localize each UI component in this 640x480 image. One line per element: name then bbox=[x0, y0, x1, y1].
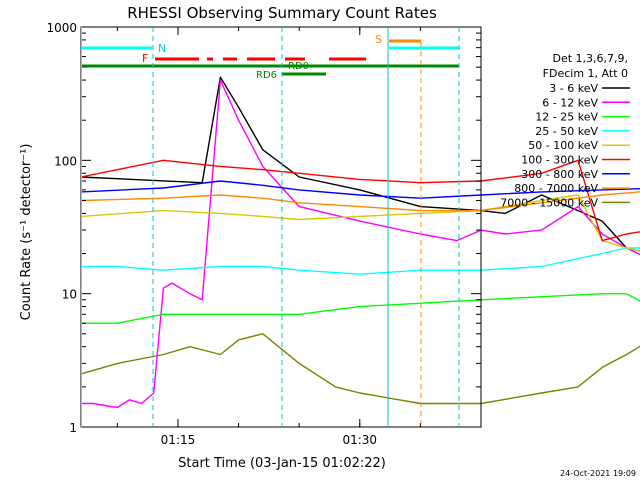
series-line-0 bbox=[80, 76, 640, 252]
x-axis-label: Start Time (03-Jan-15 01:02:22) bbox=[178, 456, 386, 471]
legend-label-1: 6 - 12 keV bbox=[542, 96, 598, 109]
y-axis: 1 10 100 1000 bbox=[46, 21, 481, 435]
y-tick-label-1: 10 bbox=[62, 288, 77, 302]
time-markers bbox=[81, 27, 460, 427]
legend-label-8: 7000 - 15000 keV bbox=[500, 196, 598, 209]
y-tick-label-3: 1000 bbox=[46, 21, 77, 35]
legend-label-6: 300 - 800 keV bbox=[521, 168, 598, 181]
y-axis-label: Count Rate (s⁻¹ detector⁻¹) bbox=[19, 144, 34, 321]
y-tick-label-0: 1 bbox=[69, 421, 77, 435]
f-label: F bbox=[142, 52, 148, 65]
series-line-3 bbox=[81, 247, 640, 275]
legend-label-4: 50 - 100 keV bbox=[528, 139, 598, 152]
rd0-label: RD0 bbox=[288, 61, 309, 72]
chart-marks bbox=[80, 76, 640, 409]
legend-label-0: 3 - 6 keV bbox=[549, 82, 598, 95]
series-line-8 bbox=[80, 333, 640, 405]
series-line-1 bbox=[81, 79, 640, 409]
legend-label-3: 25 - 50 keV bbox=[535, 125, 598, 138]
legend-label-2: 12 - 25 keV bbox=[535, 111, 598, 124]
legend-label-7: 800 - 7000 keV bbox=[514, 182, 598, 195]
x-axis: 01:15 01:30 bbox=[116, 27, 482, 447]
chart-title: RHESSI Observing Summary Count Rates bbox=[127, 4, 437, 22]
timestamp: 24-Oct-2021 19:09 bbox=[560, 469, 636, 478]
legend-header-1: Det 1,3,6,7,9, bbox=[552, 52, 628, 65]
series-line-2 bbox=[81, 293, 640, 324]
legend-header-2: FDecim 1, Att 0 bbox=[543, 67, 628, 80]
legend: Det 1,3,6,7,9, FDecim 1, Att 0 3 - 6 keV… bbox=[500, 52, 630, 209]
series-line-6 bbox=[80, 180, 640, 199]
x-tick-label-0: 01:15 bbox=[161, 433, 196, 447]
legend-label-5: 100 - 300 keV bbox=[521, 154, 598, 167]
mode-bars: N F RD0 RD6 S bbox=[82, 33, 459, 81]
s-label: S bbox=[375, 33, 382, 46]
series-line-5 bbox=[80, 159, 640, 242]
n-label: N bbox=[158, 42, 166, 55]
rd6-label: RD6 bbox=[256, 70, 277, 81]
y-tick-label-2: 100 bbox=[54, 154, 77, 168]
series-line-7 bbox=[80, 191, 640, 212]
x-tick-label-1: 01:30 bbox=[342, 433, 377, 447]
